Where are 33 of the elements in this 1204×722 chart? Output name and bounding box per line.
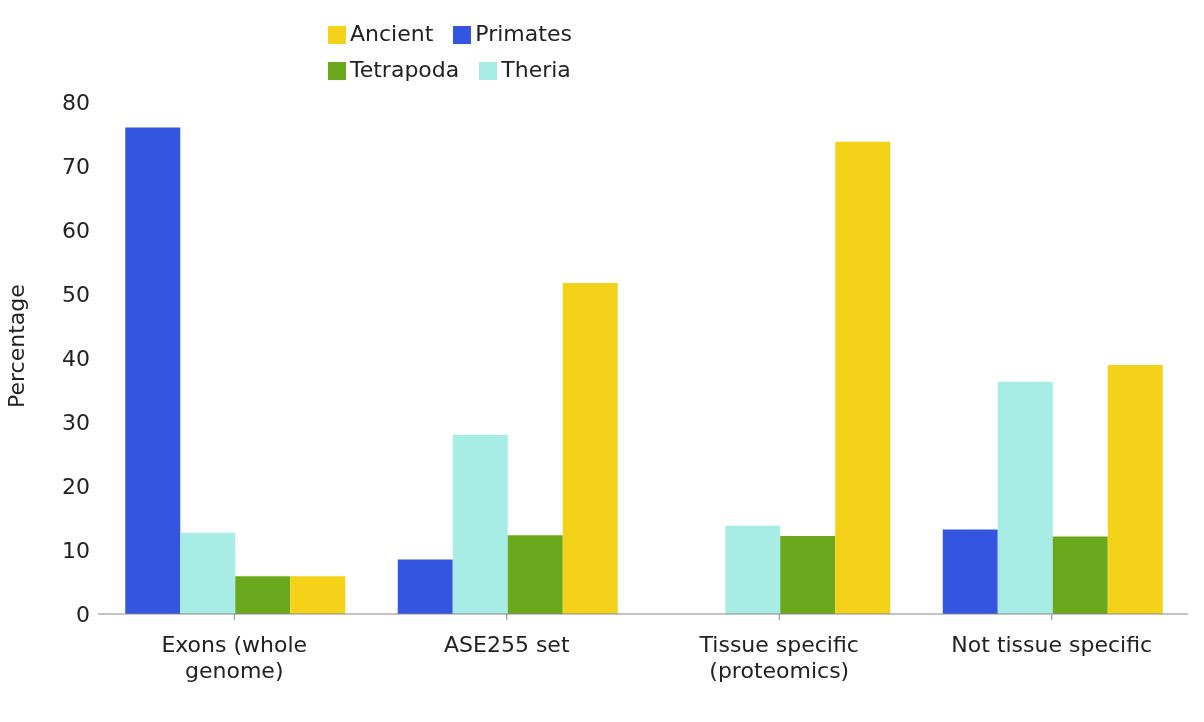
bar [562, 283, 618, 614]
bar [507, 535, 563, 614]
bar [942, 529, 998, 614]
bar [835, 141, 891, 614]
x-tick-label: ASE255 set [443, 632, 570, 657]
bar [290, 576, 346, 614]
y-tick-label: 40 [62, 345, 90, 371]
y-tick-label: 10 [62, 537, 90, 563]
x-tick-label: Tissue specific (proteomics) [698, 632, 859, 683]
bar [1107, 365, 1163, 614]
bar [725, 525, 781, 614]
bar [125, 127, 181, 614]
y-tick-label: 50 [62, 281, 90, 307]
y-tick-label: 0 [76, 601, 90, 627]
bar [180, 532, 236, 614]
bar [997, 381, 1053, 614]
legend-label: Primates [475, 21, 572, 46]
y-tick-label: 30 [62, 409, 90, 435]
bar [397, 559, 453, 614]
x-tick-label: Not tissue specific [951, 632, 1153, 657]
legend-label: Ancient [350, 21, 434, 46]
legend-label: Tetrapoda [350, 57, 460, 82]
y-tick-label: 70 [62, 153, 90, 179]
bar [780, 535, 836, 614]
x-tick-label: Exons (whole genome) [161, 632, 308, 683]
legend-label: Theria [501, 57, 571, 82]
y-tick-label: 20 [62, 473, 90, 499]
y-axis-title: Percentage [3, 284, 29, 408]
y-tick-label: 60 [62, 217, 90, 243]
bar [235, 576, 291, 614]
y-tick-label: 80 [62, 89, 90, 115]
bar [1052, 536, 1108, 614]
bar [452, 434, 508, 614]
